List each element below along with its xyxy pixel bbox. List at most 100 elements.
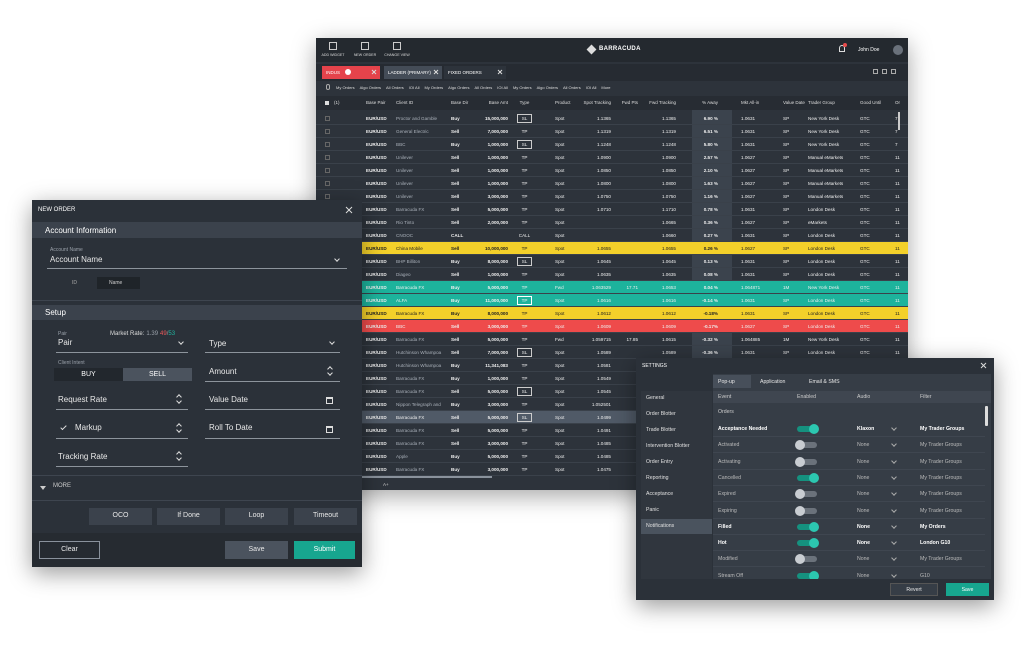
filter-value[interactable]: My Trader Groups — [920, 491, 962, 498]
button-label[interactable]: Submit — [313, 546, 336, 553]
row-checkbox[interactable] — [325, 155, 330, 160]
button-label[interactable]: Timeout — [312, 512, 339, 519]
button-label[interactable]: Save — [248, 546, 265, 553]
column-header[interactable]: Fwd Pts — [621, 100, 638, 105]
table-row[interactable] — [316, 359, 908, 372]
avatar[interactable] — [893, 45, 903, 55]
input-field[interactable]: Tracking Rate — [58, 452, 108, 461]
table-row[interactable] — [316, 450, 908, 463]
table-row[interactable] — [316, 437, 908, 450]
tab[interactable] — [322, 66, 380, 79]
filter-chip[interactable]: My Orders — [424, 85, 443, 90]
audio-select[interactable]: None — [857, 507, 870, 514]
expander[interactable]: MORE — [53, 483, 71, 489]
button-label[interactable]: BUY — [81, 371, 96, 378]
option-button[interactable] — [89, 508, 152, 525]
input-field[interactable]: Request Rate — [58, 395, 107, 404]
input-field[interactable]: Amount — [209, 367, 237, 376]
save-button[interactable] — [225, 541, 288, 559]
table-row[interactable] — [316, 463, 908, 476]
bell-icon[interactable] — [839, 45, 845, 52]
menu-item[interactable]: Intervention Blotter — [646, 443, 690, 449]
filter-label[interactable]: My Orders — [512, 85, 532, 90]
toggle-track[interactable] — [797, 442, 817, 449]
menu-item[interactable]: Acceptance — [646, 491, 674, 497]
table-row[interactable] — [316, 424, 908, 437]
menu-item[interactable]: Notifications — [646, 523, 675, 529]
close-icon[interactable] — [497, 69, 503, 75]
name-button[interactable] — [97, 277, 140, 289]
table-row[interactable] — [316, 268, 908, 281]
column-header[interactable]: Client ID — [396, 100, 414, 105]
filter-label[interactable]: All Orders — [474, 85, 493, 90]
option-button[interactable] — [294, 508, 357, 525]
filter-value[interactable]: My Trader Groups — [920, 474, 962, 481]
audio-select[interactable]: None — [857, 572, 870, 579]
menu-item[interactable]: Reporting — [646, 475, 669, 481]
filter-chip[interactable]: Algo Orders — [448, 85, 469, 90]
option-button[interactable] — [225, 508, 288, 525]
table-row[interactable] — [316, 190, 908, 203]
button-label[interactable]: Loop — [248, 512, 265, 519]
select-field[interactable]: Pair — [58, 338, 73, 347]
table-row[interactable] — [316, 307, 908, 320]
select-field[interactable]: Account Name — [50, 255, 103, 264]
filter-chip[interactable]: Algo Orders — [360, 85, 381, 90]
select-field[interactable]: Type — [209, 339, 227, 348]
filter-value[interactable]: My Trader Groups — [920, 458, 962, 465]
filter-chip[interactable]: More — [601, 85, 610, 90]
column-header[interactable]: Base Pair — [366, 100, 386, 105]
table-row[interactable] — [316, 385, 908, 398]
toggle-track[interactable] — [797, 458, 817, 465]
row-checkbox[interactable] — [325, 181, 330, 186]
button-label[interactable]: SELL — [148, 371, 167, 378]
audio-select[interactable]: None — [857, 556, 870, 563]
button-label[interactable]: If Done — [177, 512, 200, 519]
toolbar-button[interactable]: ADD WIDGET — [321, 53, 345, 57]
row-checkbox[interactable] — [325, 129, 330, 134]
toggle-track[interactable] — [797, 507, 817, 514]
column-header[interactable]: Product — [555, 100, 571, 105]
table-row[interactable] — [316, 151, 908, 164]
tab[interactable] — [444, 66, 506, 79]
input-field[interactable]: Roll To Date — [209, 423, 253, 432]
checkmark[interactable] — [60, 423, 67, 431]
user-name[interactable]: John Doe — [858, 47, 880, 53]
table-row[interactable] — [316, 255, 908, 268]
revert-button[interactable] — [890, 583, 938, 596]
table-row[interactable] — [316, 333, 908, 346]
filter-chip[interactable]: IOI All — [586, 85, 597, 90]
filter-label[interactable]: My Orders — [336, 85, 355, 90]
column-header[interactable]: % Away — [702, 100, 718, 105]
row-checkbox[interactable] — [325, 142, 330, 147]
filter-label[interactable]: My Orders — [424, 85, 444, 90]
table-row[interactable] — [316, 281, 908, 294]
input-field[interactable]: Markup — [75, 423, 102, 432]
filter-value[interactable]: G10 — [920, 572, 930, 579]
table-row[interactable] — [316, 203, 908, 216]
filter-label[interactable]: More — [601, 85, 611, 90]
audio-select[interactable]: None — [857, 458, 870, 465]
toggle-knob[interactable] — [795, 456, 805, 467]
table-row[interactable] — [316, 177, 908, 190]
column-header[interactable]: Or — [895, 100, 900, 105]
filter-label[interactable]: Algo Orders — [536, 85, 558, 90]
close-icon[interactable] — [345, 206, 353, 214]
menu-item[interactable]: Order Blotter — [646, 411, 676, 417]
column-header[interactable]: Spot Tracking — [583, 100, 611, 105]
save-button[interactable] — [946, 583, 989, 596]
window-icon[interactable] — [882, 69, 887, 74]
filter-label[interactable]: IOI All — [408, 85, 420, 90]
menu-item[interactable]: Order Entry — [646, 459, 673, 465]
filter-label[interactable]: IOI All — [497, 85, 508, 90]
row-checkbox[interactable] — [325, 116, 330, 121]
button-label[interactable]: Revert — [906, 587, 922, 593]
close-icon[interactable] — [433, 69, 439, 75]
filter-label[interactable]: All Orders — [386, 85, 404, 90]
table-row[interactable] — [316, 216, 908, 229]
tab-label[interactable]: INDUS — [326, 70, 341, 75]
toggle-knob[interactable] — [795, 489, 805, 500]
settings-tab[interactable]: Pop-up — [718, 379, 735, 385]
filter-value[interactable]: My Trader Groups — [920, 426, 965, 432]
toggle-track[interactable] — [797, 540, 817, 547]
